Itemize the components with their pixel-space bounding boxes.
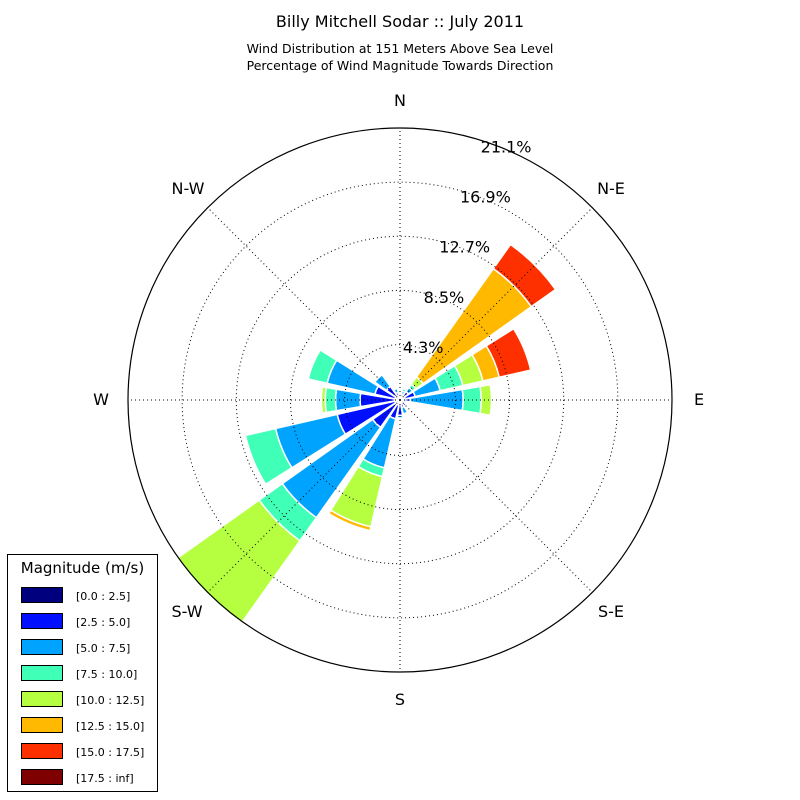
legend-swatch [21,587,63,603]
legend: Magnitude (m/s) [0.0 : 2.5] [2.5 : 5.0] … [7,554,158,792]
windrose-wedge [479,383,493,417]
ring-label: 16.9% [460,188,511,207]
legend-label: [0.0 : 2.5] [76,590,131,603]
outer-circle [127,127,673,673]
polar-grid [128,128,672,672]
legend-label: [15.0 : 17.5] [76,746,145,759]
direction-label-n: N [394,91,406,110]
legend-swatch [21,639,63,655]
windrose-wedge [492,243,557,308]
grid-ring [344,344,456,456]
ring-label: 8.5% [424,288,465,307]
chart-subtitle-line1: Wind Distribution at 151 Meters Above Se… [246,41,554,56]
windrose-wedge [244,427,293,486]
grid-spoke [399,399,593,593]
legend-title: Magnitude (m/s) [20,559,145,577]
direction-label-e: E [694,390,704,409]
legend-swatch [21,717,63,733]
chart-subtitle-line2: Percentage of Wind Magnitude Towards Dir… [246,58,554,73]
windrose-wedge [324,386,338,414]
legend-swatch [21,743,63,759]
direction-label-se: S-E [598,602,624,621]
grid-spoke [207,207,401,401]
direction-label-ne: N-E [597,179,625,198]
legend-label: [17.5 : inf] [76,772,134,785]
windrose-wedge [392,387,400,395]
windrose-wedge [327,509,372,532]
legend-swatch [21,769,63,785]
legend-label: [2.5 : 5.0] [76,616,131,629]
direction-label-sw: S-W [171,602,202,621]
legend-label: [7.5 : 10.0] [76,668,138,681]
legend-label: [5.0 : 7.5] [76,642,131,655]
ring-label: 21.1% [481,138,532,157]
ring-labels: 4.3% 8.5% 12.7% 16.9% 21.1% [403,138,532,357]
direction-label-nw: N-W [172,179,205,198]
windrose-wedge [485,327,532,379]
legend-swatch [21,691,63,707]
legend-swatch [21,613,63,629]
legend-swatch [21,665,63,681]
ring-label: 4.3% [403,338,444,357]
ring-label: 12.7% [439,238,490,257]
grid-ring [181,181,619,619]
chart-title: Billy Mitchell Sodar :: July 2011 [275,12,525,31]
grid-ring [289,289,511,511]
legend-label: [10.0 : 12.5] [76,694,145,707]
legend-label: [12.5 : 15.0] [76,720,145,733]
windrose-wedge [307,348,338,385]
direction-label-s: S [395,690,405,709]
grid-ring [235,235,565,565]
windrose-wedge [461,385,482,415]
direction-label-w: W [93,390,109,409]
